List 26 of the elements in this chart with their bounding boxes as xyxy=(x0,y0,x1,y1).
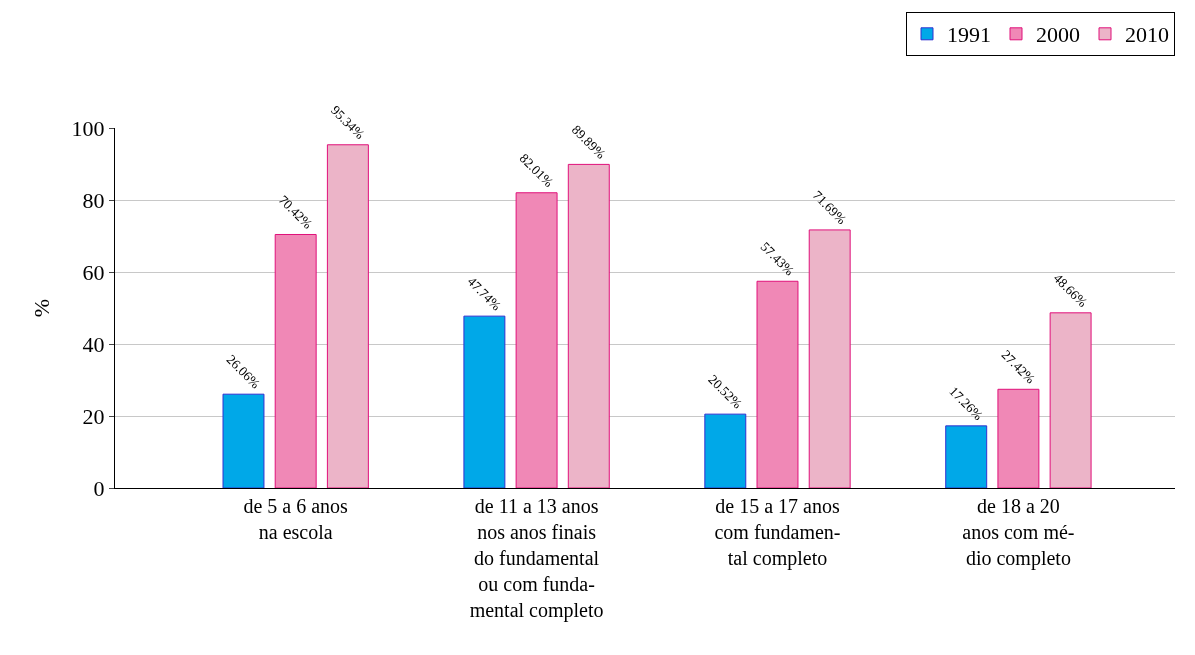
bar xyxy=(756,280,799,488)
bar xyxy=(326,144,369,488)
bar xyxy=(567,163,610,488)
y-tick-label: 40 xyxy=(82,331,105,357)
x-tick-label: de 5 a 6 anos na escola xyxy=(243,495,349,543)
y-tick-label: 60 xyxy=(82,259,105,285)
legend-label: 2000 xyxy=(1036,22,1080,48)
y-tick-label: 100 xyxy=(71,115,105,141)
legend-label: 2010 xyxy=(1125,22,1169,48)
bar xyxy=(997,388,1040,488)
y-tick-label: 80 xyxy=(82,187,105,213)
bar xyxy=(274,233,317,488)
x-tick-label: de 15 a 17 anos com fundamen- tal completo xyxy=(714,495,841,570)
bar xyxy=(945,425,988,488)
bar xyxy=(1049,312,1092,488)
bar xyxy=(808,229,851,488)
legend-label: 1991 xyxy=(947,22,991,48)
x-tick-label: de 11 a 13 anos nos anos finais do fundamental ou com funda- mental completo xyxy=(469,495,604,622)
bar xyxy=(704,413,747,488)
bar xyxy=(463,315,506,488)
y-tick-label: 0 xyxy=(93,475,105,501)
bar xyxy=(515,192,558,488)
y-axis-title: % xyxy=(29,298,55,318)
y-tick-label: 20 xyxy=(82,403,105,429)
x-tick-label: de 18 a 20 anos com mé- dio completo xyxy=(962,495,1075,570)
bar xyxy=(222,393,265,488)
